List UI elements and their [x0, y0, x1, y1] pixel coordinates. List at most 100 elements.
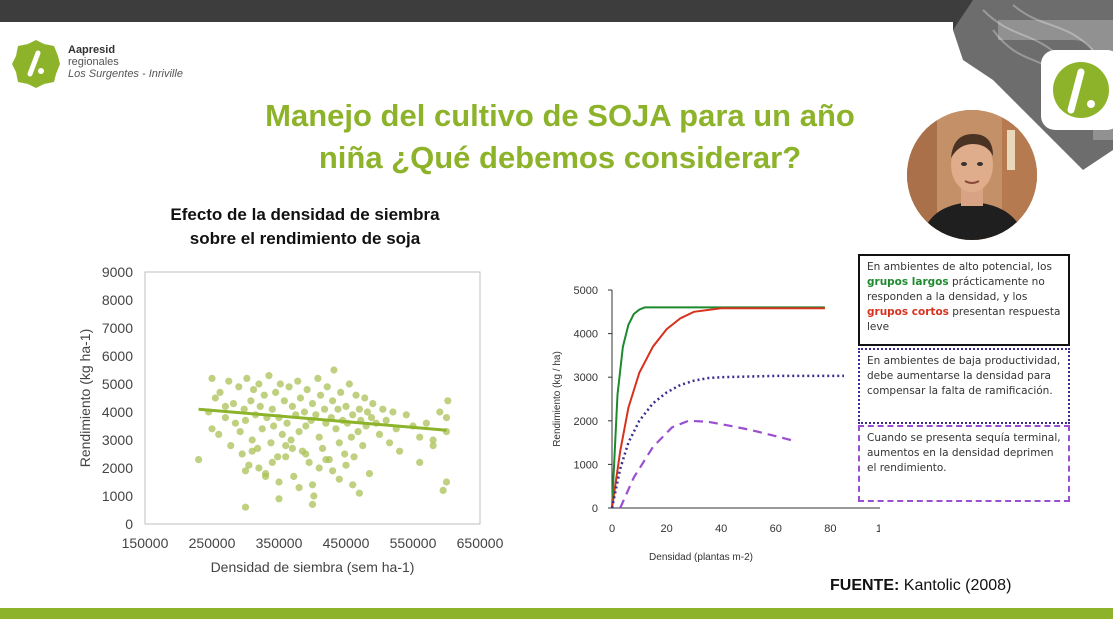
scatter-point: [323, 383, 331, 391]
top-bar: [0, 0, 1113, 22]
line-x-tick-label: 0: [609, 523, 615, 535]
scatter-point: [315, 464, 323, 472]
scatter-x-tick-label: 150000: [122, 535, 169, 551]
scatter-trendline: [198, 407, 447, 432]
scatter-y-tick-label: 1000: [102, 488, 133, 504]
line-y-tick-label: 3000: [574, 372, 598, 384]
scatter-point: [363, 408, 372, 416]
scatter-point: [268, 405, 276, 413]
scatter-point: [208, 374, 216, 382]
line-y-tick-label: 5000: [574, 285, 598, 297]
scatter-point: [241, 467, 250, 475]
scatter-point: [382, 416, 390, 424]
scatter-point: [334, 405, 342, 413]
scatter-x-axis-label: Densidad de siembra (sem ha-1): [211, 559, 415, 575]
scatter-point: [267, 439, 275, 447]
brand-logo: [10, 38, 62, 95]
scatter-point: [315, 433, 323, 441]
scatter-point: [282, 442, 290, 450]
annotation-1-part-5: presentan respuesta leve: [867, 306, 1061, 333]
scatter-point: [389, 408, 397, 416]
scatter-point: [253, 444, 262, 452]
line-x-axis-label: Densidad (plantas m-2): [649, 552, 753, 563]
annotation-terminal-drought: Cuando se presenta sequía terminal, aume…: [858, 425, 1070, 502]
scatter-point: [329, 467, 337, 475]
scatter-point: [241, 503, 250, 511]
scatter-point: [329, 397, 337, 405]
presenter-webcam: [907, 110, 1037, 240]
scatter-y-tick-label: 4000: [102, 404, 133, 420]
annotation-1-part-3: prácticamente no responden a la densidad…: [867, 276, 1045, 303]
scatter-point: [229, 400, 238, 408]
scatter-x-tick-label: 550000: [390, 535, 437, 551]
scatter-y-tick-label: 0: [125, 516, 133, 532]
scatter-point: [365, 470, 374, 478]
scatter-point: [275, 495, 283, 503]
scatter-point: [316, 391, 325, 399]
scatter-point: [221, 402, 229, 410]
scatter-point: [245, 461, 253, 469]
scatter-point: [283, 419, 291, 427]
brand-line2: regionales: [68, 56, 119, 68]
scatter-point: [238, 450, 246, 458]
scatter-point: [240, 405, 248, 413]
bottom-bar: [0, 608, 1113, 619]
line-series-dashed-3: [619, 419, 793, 509]
scatter-y-tick-label: 2000: [102, 460, 133, 476]
scatter-point: [318, 444, 327, 452]
scatter-point: [278, 430, 286, 438]
brand-line3: Los Surgentes - Inriville: [68, 68, 183, 80]
scatter-point: [354, 428, 362, 436]
line-y-tick-label: 2000: [574, 416, 598, 428]
scatter-point: [270, 422, 278, 430]
scatter-point: [367, 414, 376, 422]
scatter-point: [310, 492, 318, 500]
line-series-solid-0: [611, 306, 825, 509]
scatter-point: [320, 405, 329, 413]
scatter-point: [247, 397, 255, 405]
scatter-point: [295, 484, 303, 492]
line-y-axis-label: Rendimiento (kg / ha): [552, 351, 563, 447]
scatter-point: [280, 397, 288, 405]
scatter-point: [442, 414, 451, 422]
scatter-y-tick-label: 6000: [102, 348, 133, 364]
scatter-point: [349, 481, 357, 489]
scatter-point: [345, 380, 353, 388]
scatter-point: [248, 447, 256, 455]
line-y-tick-label: 1000: [574, 459, 598, 471]
scatter-point: [208, 425, 216, 433]
scatter-point: [342, 461, 350, 469]
scatter-point: [295, 428, 303, 436]
scatter-point: [227, 442, 235, 450]
brand-text: Aapresid regionales Los Surgentes - Inri…: [68, 44, 183, 80]
scatter-point: [303, 386, 311, 394]
scatter-y-tick-label: 3000: [102, 432, 133, 448]
scatter-point: [444, 397, 452, 405]
scatter-point: [335, 475, 343, 483]
scatter-point: [260, 391, 268, 399]
scatter-point: [231, 419, 240, 427]
scatter-y-tick-label: 7000: [102, 320, 133, 336]
scatter-title-line2: sobre el rendimiento de soja: [189, 229, 421, 248]
annotation-high-potential: En ambientes de alto potencial, los grup…: [858, 254, 1070, 346]
annotation-1-part-2: grupos largos: [867, 276, 949, 288]
scatter-point: [215, 430, 223, 438]
scatter-point: [262, 472, 270, 480]
scatter-point: [268, 458, 276, 466]
scatter-point: [255, 464, 263, 472]
line-x-tick-label: 100: [876, 523, 880, 535]
line-series-solid-1: [611, 307, 825, 509]
slide-title-line2: niña ¿Qué debemos considerar?: [318, 140, 802, 175]
scatter-point: [265, 372, 273, 380]
source-citation: FUENTE: Kantolic (2008): [830, 577, 1011, 595]
scatter-title-line1: Efecto de la densidad de siembra: [170, 205, 440, 224]
scatter-point: [422, 419, 430, 427]
scatter-point: [349, 411, 357, 419]
line-x-tick-label: 60: [770, 523, 782, 535]
scatter-point: [314, 374, 322, 382]
scatter-point: [235, 383, 243, 391]
scatter-point: [429, 442, 437, 450]
scatter-point: [342, 402, 350, 410]
scatter-point: [272, 388, 280, 396]
scatter-point: [379, 405, 387, 413]
